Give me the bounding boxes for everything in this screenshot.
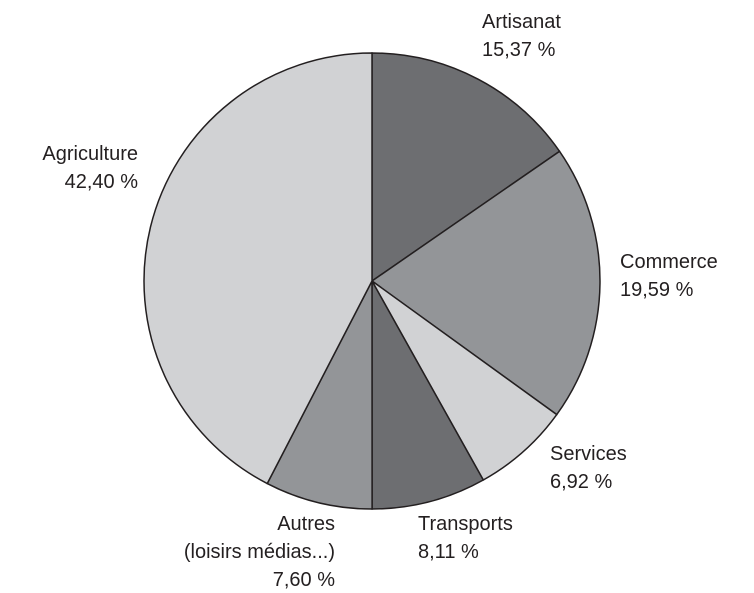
pie-slice [371, 278, 485, 510]
category-label: Transports [418, 513, 513, 535]
category-label: Agriculture [42, 143, 138, 165]
value-label: 6,92 % [550, 471, 612, 493]
pie-slice [143, 52, 373, 485]
category-label: Artisanat [482, 11, 561, 33]
value-label: 42,40 % [65, 171, 139, 193]
category-label: Autres (loisirs médias...) [184, 513, 335, 563]
label-line: Artisanat [482, 11, 561, 33]
label-line: Commerce [620, 251, 718, 273]
label-line: Agriculture [42, 143, 138, 165]
category-label: Commerce [620, 251, 718, 273]
value-label: 7,60 % [273, 569, 335, 591]
value-label: 19,59 % [620, 279, 694, 301]
label-line: Services [550, 443, 627, 465]
pie-slice [266, 280, 373, 510]
label-line: Transports [418, 513, 513, 535]
label-line: Autres [277, 513, 335, 535]
label-line: (loisirs médias...) [184, 541, 335, 563]
pie-slice [370, 150, 601, 416]
value-label: 8,11 % [418, 541, 479, 563]
category-label: Services [550, 443, 627, 465]
pie-slice [371, 52, 561, 283]
value-label: 15,37 % [482, 39, 556, 61]
